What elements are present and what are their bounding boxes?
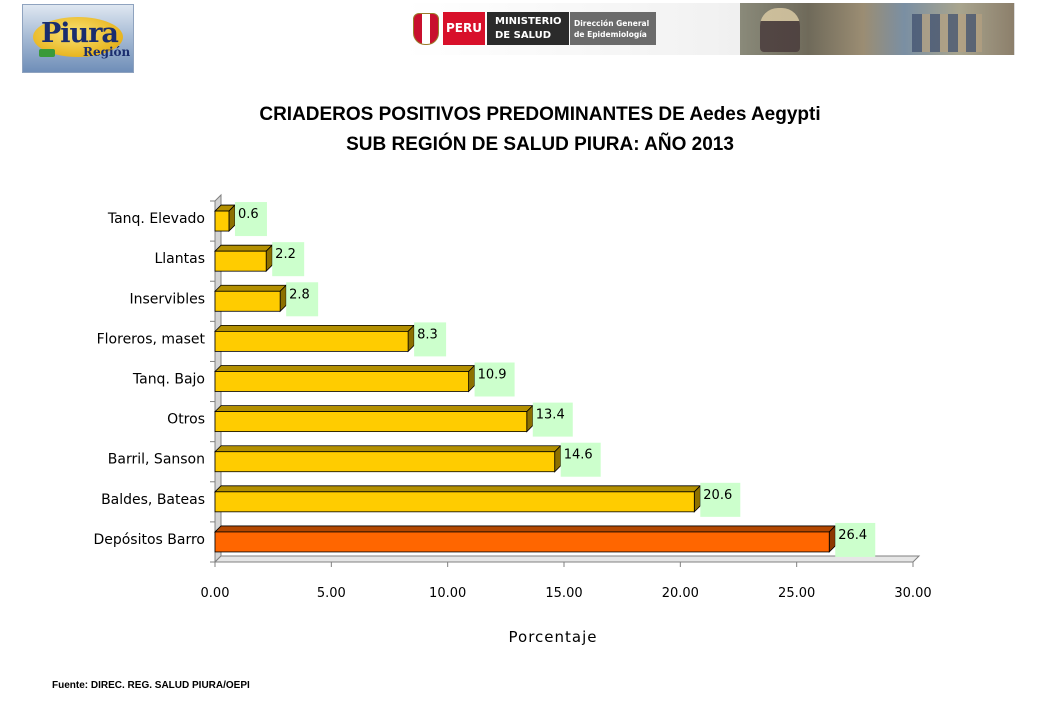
data-label: 2.2 bbox=[275, 247, 296, 262]
category-label: Llantas bbox=[154, 251, 205, 267]
bar bbox=[214, 411, 528, 433]
category-label: Tanq. Bajo bbox=[132, 372, 205, 388]
category-label: Tanq. Elevado bbox=[107, 211, 205, 227]
peru-shield-icon bbox=[413, 13, 439, 45]
bar bbox=[214, 531, 830, 553]
logo-subtext: Región bbox=[83, 45, 131, 59]
x-axis-label: Porcentaje bbox=[509, 628, 598, 646]
data-label-bg bbox=[474, 362, 515, 397]
header-photo-figure bbox=[760, 8, 800, 52]
category-label: Floreros, maset bbox=[97, 331, 206, 347]
category-label: Baldes, Bateas bbox=[101, 492, 205, 508]
category-label: Inservibles bbox=[129, 291, 205, 307]
data-label: 8.3 bbox=[417, 327, 438, 342]
x-tick-label: 10.00 bbox=[429, 586, 466, 601]
data-label-bg bbox=[234, 202, 267, 237]
ministry-label: MINISTERIO DE SALUD bbox=[487, 12, 569, 45]
peru-label: PERU bbox=[443, 12, 485, 45]
data-label-bg bbox=[414, 322, 447, 357]
data-label-bg bbox=[532, 402, 573, 437]
bar bbox=[214, 290, 281, 312]
data-label-bg bbox=[272, 242, 305, 277]
category-label: Barril, Sanson bbox=[108, 452, 205, 468]
logo-text: Piura bbox=[41, 18, 119, 49]
bar bbox=[214, 210, 230, 232]
category-label: Otros bbox=[167, 412, 205, 428]
bar bbox=[214, 250, 267, 272]
chart-title: CRIADEROS POSITIVOS PREDOMINANTES DE Aed… bbox=[259, 104, 821, 125]
ministry-line-1: MINISTERIO bbox=[495, 16, 562, 27]
bar bbox=[214, 330, 409, 352]
x-tick-label: 0.00 bbox=[201, 586, 230, 601]
directorate-label: Dirección General de Epidemiología bbox=[570, 12, 656, 45]
x-tick-label: 15.00 bbox=[545, 586, 582, 601]
logo-ribbon-icon bbox=[39, 49, 55, 57]
bar bbox=[214, 491, 695, 513]
bar-top bbox=[214, 365, 476, 372]
ministry-line-2: DE SALUD bbox=[495, 30, 551, 41]
x-tick-label: 5.00 bbox=[317, 586, 346, 601]
piura-region-logo: Piura Región bbox=[22, 4, 134, 73]
data-label: 10.9 bbox=[478, 368, 507, 383]
chart-subtitle: SUB REGIÓN DE SALUD PIURA: AÑO 2013 bbox=[346, 134, 734, 155]
bar-top bbox=[214, 445, 562, 453]
bar-top bbox=[214, 525, 837, 533]
chart-floor bbox=[213, 555, 921, 563]
bar-top bbox=[214, 284, 288, 292]
data-label-bg bbox=[700, 482, 741, 517]
x-tick-label: 30.00 bbox=[894, 586, 931, 601]
data-label-bg bbox=[286, 282, 319, 317]
source-note: Fuente: DIREC. REG. SALUD PIURA/OEPI bbox=[52, 680, 250, 691]
data-label: 14.6 bbox=[564, 448, 593, 463]
data-label: 26.4 bbox=[838, 528, 867, 543]
category-label: Depósitos Barro bbox=[93, 532, 205, 548]
bar bbox=[214, 451, 556, 473]
data-label: 0.6 bbox=[238, 207, 259, 222]
data-label: 2.8 bbox=[289, 287, 310, 302]
bar-top bbox=[214, 485, 702, 493]
data-label: 13.4 bbox=[536, 408, 565, 423]
directorate-line-1: Dirección General bbox=[574, 19, 650, 28]
header-photo-children bbox=[912, 14, 982, 52]
bar-top bbox=[214, 244, 274, 252]
x-tick-label: 20.00 bbox=[662, 586, 699, 601]
bar-top bbox=[214, 405, 534, 413]
data-label: 20.6 bbox=[703, 488, 732, 503]
bar bbox=[214, 371, 470, 392]
bar-top bbox=[214, 324, 416, 332]
directorate-line-2: de Epidemiología bbox=[574, 30, 647, 39]
data-label-bg bbox=[835, 522, 876, 557]
data-label-bg bbox=[560, 442, 601, 477]
x-tick-label: 25.00 bbox=[778, 586, 815, 601]
